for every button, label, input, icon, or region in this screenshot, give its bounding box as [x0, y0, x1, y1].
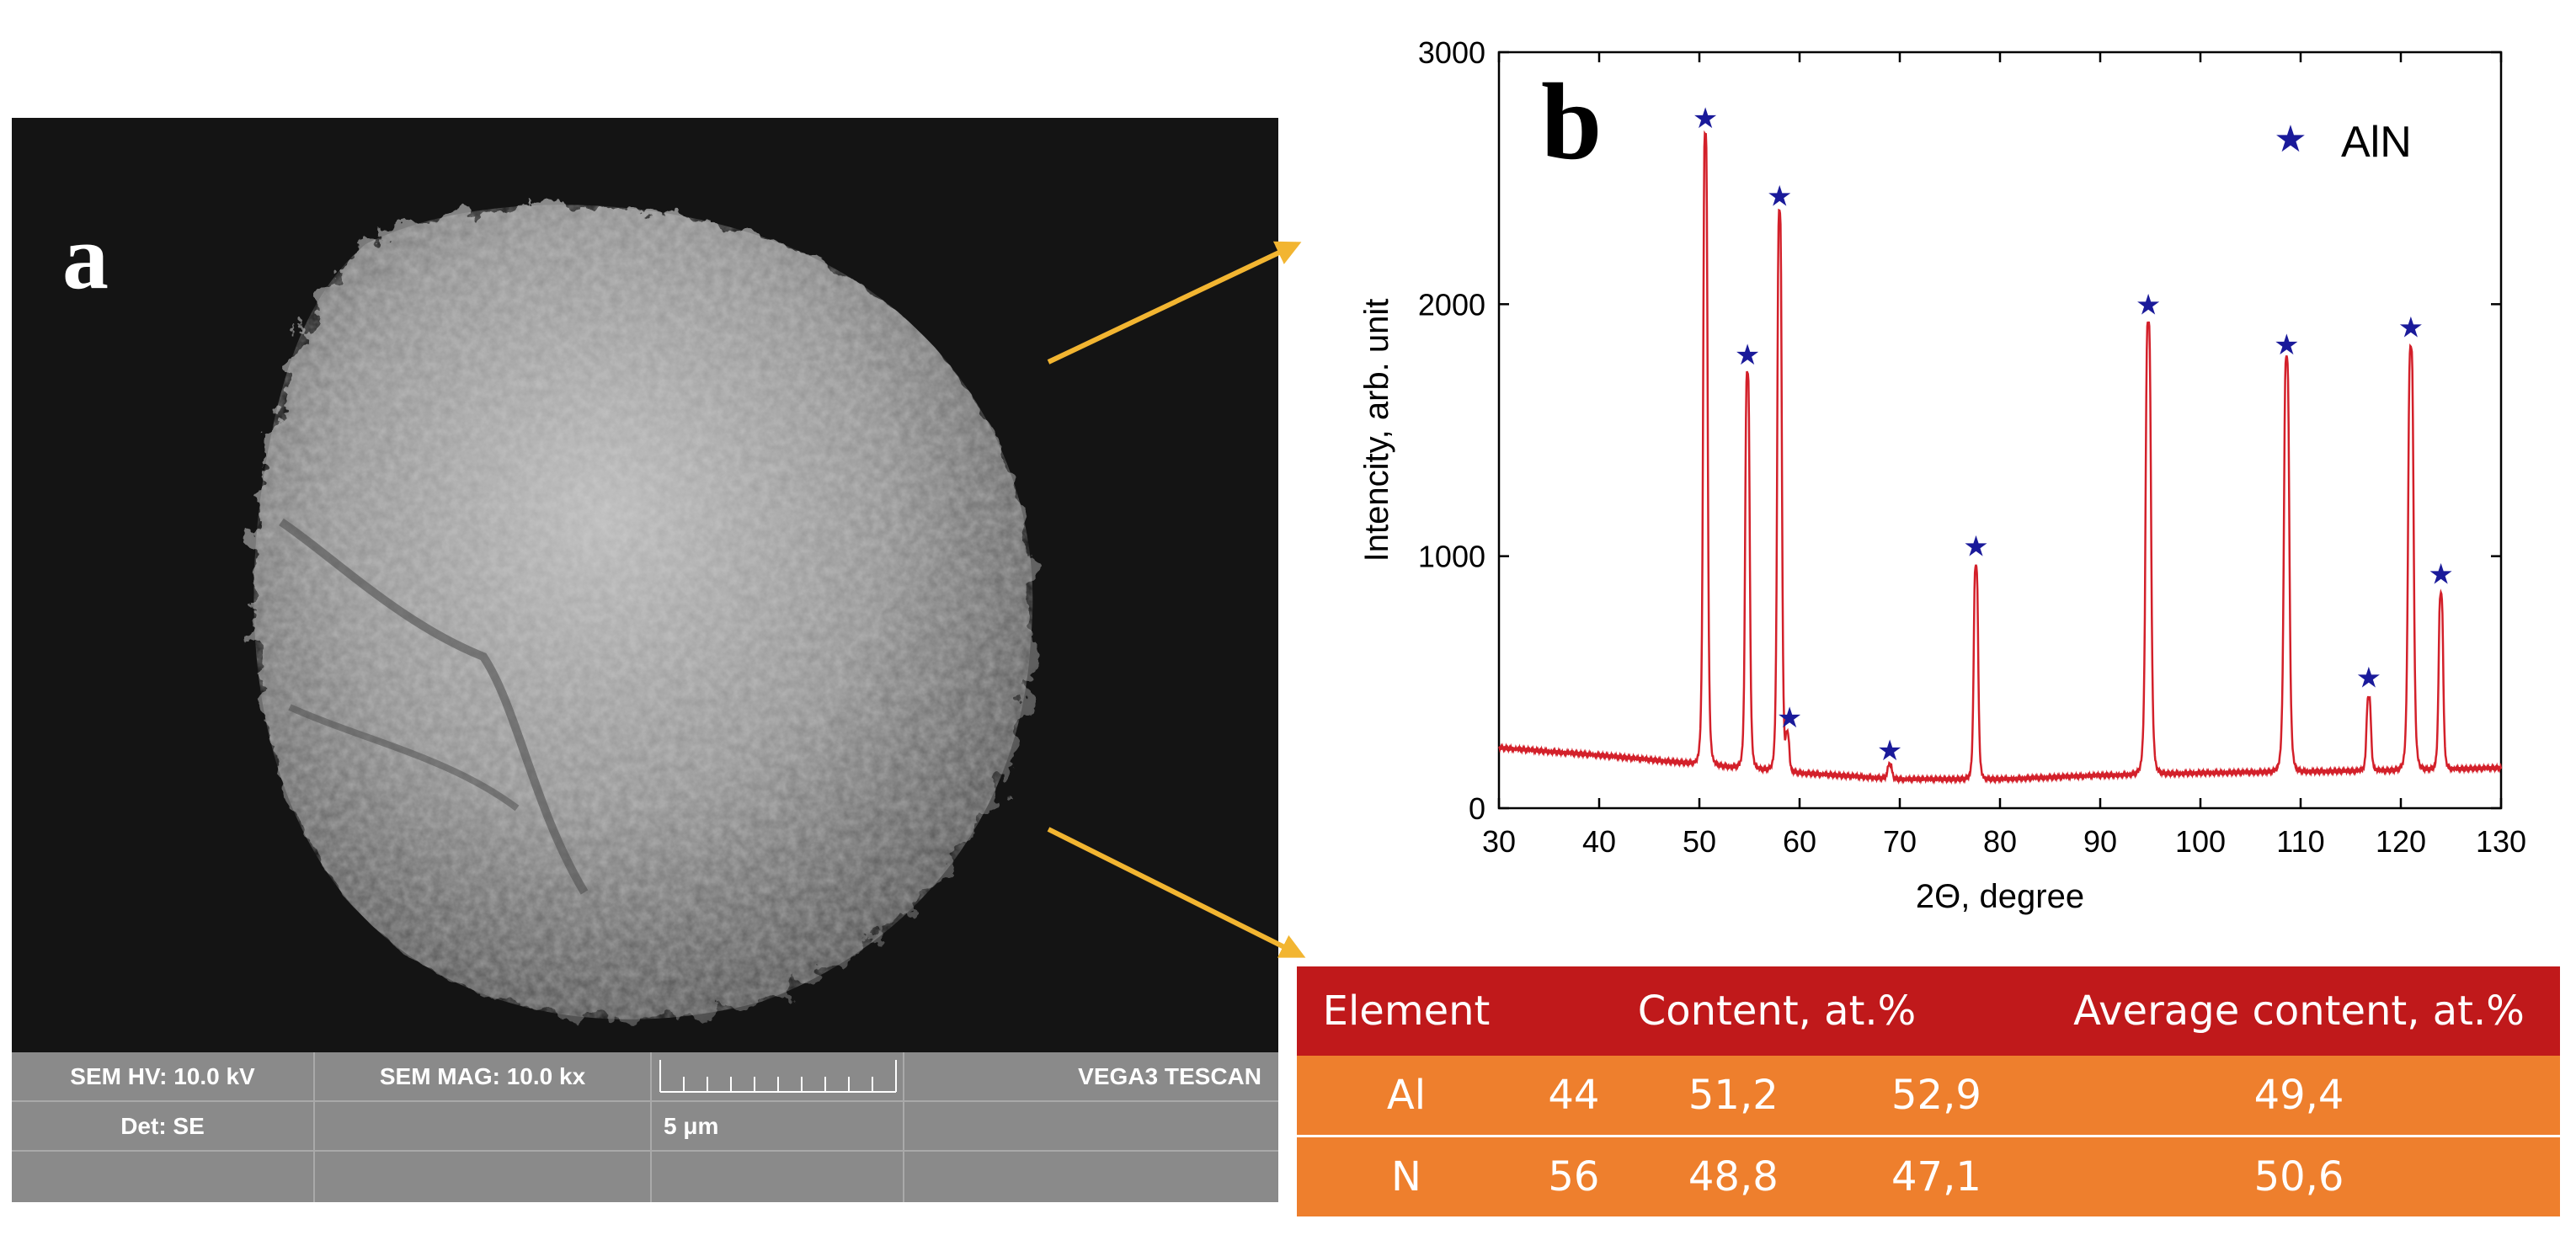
table-row: Al 44 51,2 52,9 49,4	[1297, 1056, 2560, 1135]
cell-value: 51,2	[1631, 1056, 1835, 1135]
sem-empty-2	[904, 1102, 1278, 1152]
xrd-pattern-line	[1498, 130, 2503, 785]
sem-hv: SEM HV: 10.0 kV	[12, 1052, 315, 1102]
sem-detector: Det: SE	[12, 1102, 315, 1152]
cell-average: 50,6	[2038, 1137, 2560, 1216]
x-axis-ticks: 30 40 50 60 70 80 90 100 110 120 130	[1482, 52, 2526, 859]
sem-empty-1	[315, 1102, 652, 1152]
cell-element: N	[1297, 1137, 1516, 1216]
scale-ruler-graphic	[659, 1060, 897, 1093]
header-content: Content, at.%	[1516, 966, 2038, 1056]
x-tick-label: 130	[2476, 824, 2526, 859]
y-axis-ticks: 0 1000 2000 3000	[1418, 35, 2501, 826]
panel-label-b: b	[1541, 61, 1603, 183]
sem-image-panel: a SEM HV: 10.0 kV SEM MAG: 10.0 kx VEGA3…	[12, 118, 1278, 1202]
y-tick-label: 3000	[1418, 35, 1485, 70]
x-tick-label: 100	[2175, 824, 2226, 859]
star-marker: ★	[1735, 339, 1760, 371]
x-tick-label: 110	[2276, 824, 2324, 859]
xrd-chart: 30 40 50 60 70 80 90 100 110 120 130 0 1000 2000 3000…	[1358, 35, 2526, 915]
x-tick-label: 90	[2083, 824, 2117, 859]
y-tick-label: 1000	[1418, 540, 1485, 574]
cell-value: 44	[1516, 1056, 1632, 1135]
x-axis-label: 2Θ, degree	[1916, 878, 2084, 915]
aln-peak-markers: ★ ★ ★ ★ ★ ★ ★ ★ ★ ★ ★	[1693, 103, 2454, 767]
x-tick-label: 70	[1883, 824, 1917, 859]
cell-element: Al	[1297, 1056, 1516, 1135]
sem-mag: SEM MAG: 10.0 kx	[315, 1052, 652, 1102]
header-average: Average content, at.%	[2038, 966, 2560, 1056]
star-marker: ★	[1767, 181, 1792, 213]
legend-star-icon: ★	[2274, 119, 2307, 160]
star-marker: ★	[2398, 311, 2424, 343]
star-marker: ★	[2356, 662, 2381, 694]
star-marker: ★	[1963, 531, 1988, 563]
x-tick-label: 60	[1783, 824, 1816, 859]
sem-empty-5	[652, 1152, 904, 1202]
sem-empty-4	[315, 1152, 652, 1202]
y-tick-label: 2000	[1418, 287, 1485, 322]
sem-data-bar: SEM HV: 10.0 kV SEM MAG: 10.0 kx VEGA3 T…	[12, 1052, 1278, 1202]
composition-table: Element Content, at.% Average content, a…	[1297, 966, 2560, 1216]
header-element: Element	[1297, 966, 1516, 1056]
legend: ★ AlN	[2274, 118, 2412, 167]
cell-value: 47,1	[1834, 1137, 2038, 1216]
sem-micrograph	[253, 205, 1033, 1019]
y-axis-label: Intencity, arb. unit	[1358, 299, 1395, 562]
star-marker: ★	[1877, 735, 1902, 767]
cell-value: 48,8	[1631, 1137, 1835, 1216]
y-tick-label: 0	[1469, 791, 1485, 826]
star-marker: ★	[1693, 103, 1718, 135]
arrow-to-xrd	[1047, 241, 1302, 365]
arrow-to-table	[1047, 827, 1306, 958]
panel-label-a: a	[62, 205, 109, 308]
star-marker: ★	[2428, 559, 2453, 591]
table-row: N 56 48,8 47,1 50,6	[1297, 1137, 2560, 1216]
star-marker: ★	[2136, 289, 2161, 321]
x-tick-label: 80	[1983, 824, 2017, 859]
sem-instrument: VEGA3 TESCAN	[904, 1052, 1278, 1102]
particle	[253, 205, 1033, 1019]
scale-bar-label: 5 μm	[652, 1102, 904, 1152]
cell-value: 56	[1516, 1137, 1632, 1216]
x-tick-label: 30	[1482, 824, 1516, 859]
x-tick-label: 50	[1683, 824, 1716, 859]
table-header-row: Element Content, at.% Average content, a…	[1297, 966, 2560, 1056]
star-marker: ★	[2274, 329, 2299, 361]
sem-empty-3	[12, 1152, 315, 1202]
scale-bar-ruler	[652, 1052, 904, 1102]
x-tick-label: 40	[1582, 824, 1616, 859]
star-marker: ★	[1777, 702, 1802, 734]
plot-area: 30 40 50 60 70 80 90 100 110 120 130 0 1000 2000 3000…	[1418, 35, 2526, 859]
x-tick-label: 120	[2376, 824, 2426, 859]
cell-value: 52,9	[1834, 1056, 2038, 1135]
cell-average: 49,4	[2038, 1056, 2560, 1135]
legend-label: AlN	[2341, 118, 2412, 167]
